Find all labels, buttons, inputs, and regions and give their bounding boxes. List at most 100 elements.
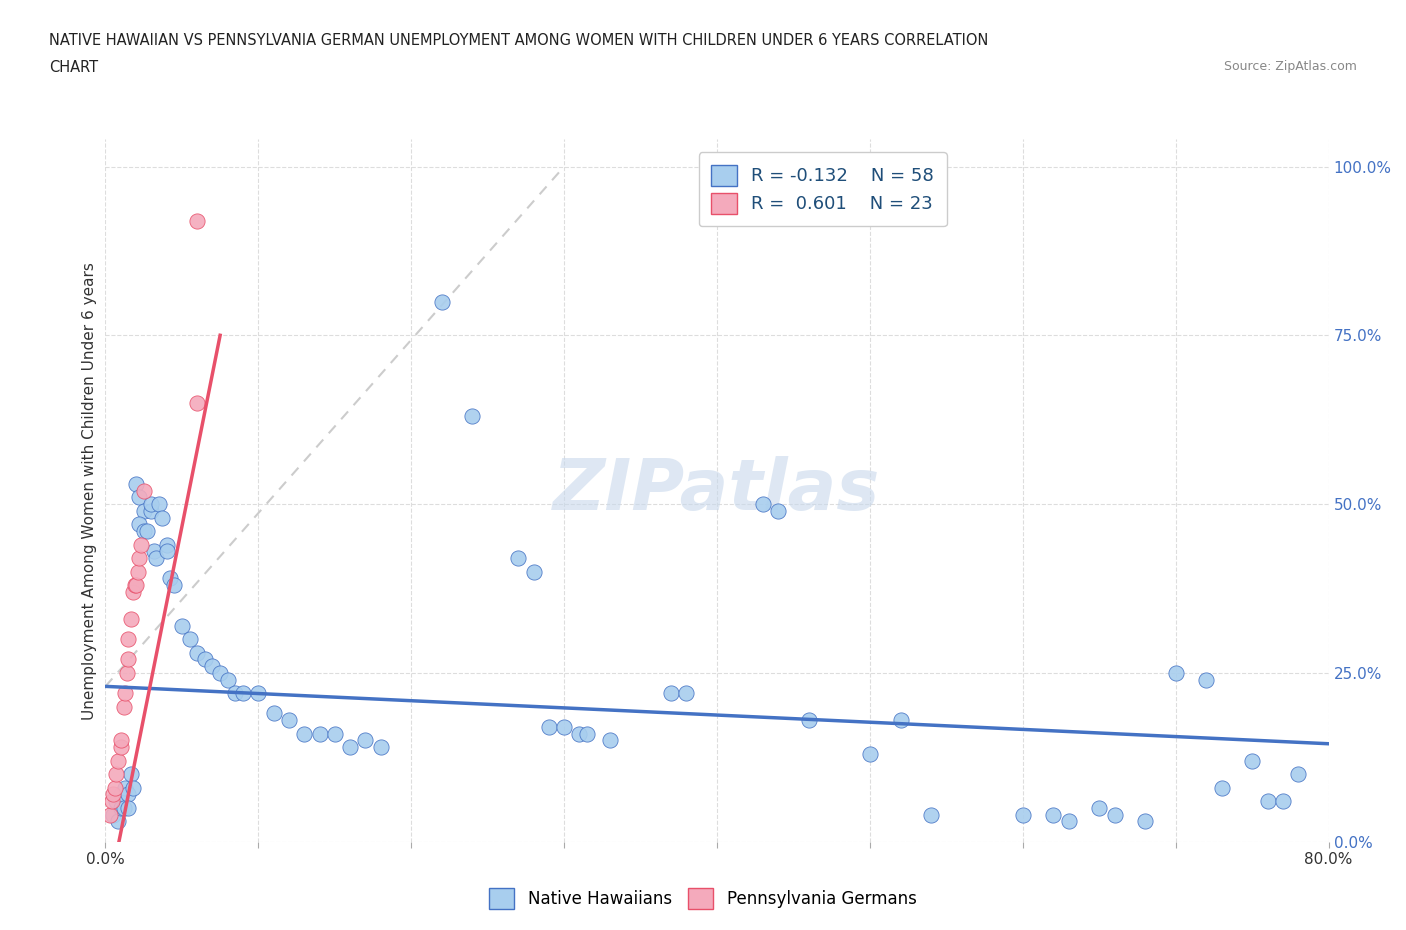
Point [1057, 814, 1080, 829]
Point [217, 672, 239, 687]
Point [186, 395, 208, 410]
Point [1195, 672, 1218, 687]
Point [537, 720, 560, 735]
Point [127, 565, 149, 579]
Text: ZIPatlas: ZIPatlas [554, 456, 880, 525]
Point [209, 666, 232, 681]
Point [101, 787, 124, 802]
Point [132, 484, 155, 498]
Point [114, 780, 136, 795]
Point [122, 780, 145, 795]
Point [125, 476, 148, 491]
Point [112, 801, 135, 816]
Point [675, 685, 697, 700]
Point [132, 524, 155, 538]
Point [145, 551, 167, 565]
Point [110, 801, 132, 816]
Point [752, 497, 775, 512]
Point [1286, 766, 1309, 781]
Point [110, 733, 132, 748]
Point [1088, 801, 1111, 816]
Point [117, 801, 139, 816]
Point [135, 524, 157, 538]
Point [112, 699, 135, 714]
Point [98, 807, 121, 822]
Point [576, 726, 599, 741]
Point [859, 747, 882, 762]
Point [141, 503, 163, 518]
Point [105, 766, 128, 781]
Legend: R = -0.132    N = 58, R =  0.601    N = 23: R = -0.132 N = 58, R = 0.601 N = 23 [699, 152, 946, 226]
Point [132, 503, 155, 518]
Point [508, 551, 530, 565]
Point [110, 739, 132, 754]
Point [122, 584, 145, 599]
Point [797, 712, 820, 727]
Point [889, 712, 911, 727]
Point [186, 645, 208, 660]
Point [1271, 793, 1294, 808]
Point [159, 571, 181, 586]
Point [124, 578, 146, 592]
Point [117, 631, 139, 646]
Point [120, 766, 142, 781]
Point [129, 538, 152, 552]
Point [194, 652, 217, 667]
Point [128, 490, 150, 505]
Point [117, 787, 139, 802]
Point [1241, 753, 1264, 768]
Point [148, 497, 170, 512]
Point [150, 511, 173, 525]
Point [105, 793, 128, 808]
Point [1256, 793, 1278, 808]
Point [201, 658, 224, 673]
Text: Source: ZipAtlas.com: Source: ZipAtlas.com [1223, 60, 1357, 73]
Point [125, 578, 148, 592]
Point [128, 517, 150, 532]
Point [155, 544, 177, 559]
Point [115, 666, 138, 681]
Point [155, 538, 177, 552]
Point [224, 685, 246, 700]
Point [308, 726, 330, 741]
Point [920, 807, 942, 822]
Point [370, 739, 392, 754]
Point [141, 497, 163, 512]
Point [232, 685, 254, 700]
Point [1104, 807, 1126, 822]
Point [170, 618, 193, 633]
Point [523, 565, 546, 579]
Point [1011, 807, 1033, 822]
Point [114, 685, 136, 700]
Text: CHART: CHART [49, 60, 98, 75]
Point [104, 780, 127, 795]
Point [110, 787, 132, 802]
Point [768, 503, 790, 518]
Point [354, 733, 377, 748]
Point [339, 739, 361, 754]
Point [278, 712, 301, 727]
Point [568, 726, 591, 741]
Point [1211, 780, 1233, 795]
Point [292, 726, 315, 741]
Point [143, 544, 166, 559]
Point [323, 726, 346, 741]
Y-axis label: Unemployment Among Women with Children Under 6 years: Unemployment Among Women with Children U… [82, 261, 97, 720]
Point [120, 611, 142, 626]
Point [659, 685, 682, 700]
Point [117, 652, 139, 667]
Point [107, 753, 129, 768]
Point [1042, 807, 1064, 822]
Point [1164, 666, 1187, 681]
Point [553, 720, 575, 735]
Point [100, 793, 122, 808]
Point [599, 733, 621, 748]
Point [101, 807, 124, 822]
Point [107, 814, 129, 829]
Point [179, 631, 201, 646]
Point [263, 706, 285, 721]
Point [128, 551, 150, 565]
Point [186, 213, 208, 228]
Point [247, 685, 270, 700]
Legend: Native Hawaiians, Pennsylvania Germans: Native Hawaiians, Pennsylvania Germans [481, 880, 925, 917]
